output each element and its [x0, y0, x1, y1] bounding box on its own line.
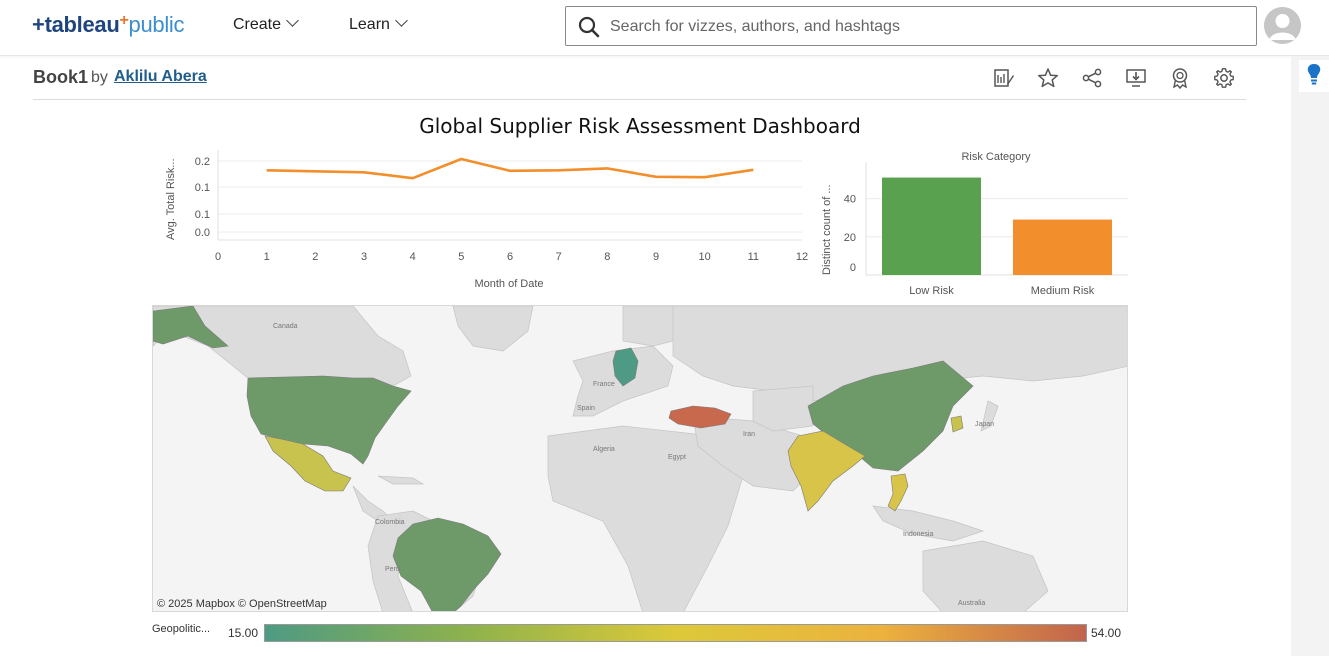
map-label-colombia: Colombia [375, 519, 405, 526]
supplier-risk-map[interactable]: Canada France Spain Algeria Egypt Iran J… [152, 305, 1128, 612]
map-attribution[interactable]: © 2025 Mapbox © OpenStreetMap [157, 598, 327, 610]
map-label-egypt: Egypt [668, 454, 686, 461]
learn-menu[interactable]: Learn [349, 14, 408, 34]
download-icon[interactable] [1125, 67, 1147, 89]
map-label-spain: Spain [577, 405, 595, 412]
line-chart-x-axis-label: Month of Date [474, 278, 543, 290]
search-icon [578, 16, 600, 38]
create-menu-label: Create [233, 16, 282, 33]
line-chart-x-tick-label: 6 [507, 251, 513, 263]
map-label-indonesia: Indonesia [903, 531, 933, 538]
bar-chart-y-axis-label: Distinct count of ... [821, 185, 833, 275]
line-chart-x-tick-label: 2 [312, 251, 318, 263]
gear-icon[interactable] [1213, 67, 1235, 89]
workbook-header: Book1 by Aklilu Abera [33, 58, 1246, 100]
lightbulb-icon[interactable] [1299, 60, 1329, 92]
line-chart-x-tick-label: 5 [458, 251, 464, 263]
country-turkey[interactable] [668, 405, 732, 429]
line-chart-y-tick-label: 0.0 [195, 227, 210, 239]
world-map[interactable]: Canada France Spain Algeria Egypt Iran J… [153, 306, 1128, 612]
country-usa-alaska[interactable] [153, 306, 229, 349]
country-india[interactable] [787, 430, 866, 512]
country-usa[interactable] [246, 375, 412, 465]
map-label-canada: Canada [273, 323, 298, 330]
map-place-labels: Canada France Spain Algeria Egypt Iran J… [273, 323, 994, 607]
line-chart-y-tick-label: 0.1 [195, 209, 210, 221]
color-legend-gradient [264, 624, 1087, 642]
line-chart-x-tick-label: 11 [748, 251, 759, 263]
country-south-korea[interactable] [950, 415, 964, 433]
user-avatar-icon [1264, 7, 1301, 44]
bar-chart-category-label: Low Risk [909, 285, 954, 297]
country-vietnam[interactable] [887, 473, 909, 512]
bar-chart-y-tick-label: 40 [844, 194, 856, 206]
country-brazil[interactable] [392, 517, 502, 612]
legend-max-value: 54.00 [1091, 626, 1122, 640]
line-chart-y-axis-label: Avg. Total Risk... [165, 158, 177, 240]
line-chart-x-tick-label: 12 [796, 251, 808, 263]
country-germany[interactable] [612, 347, 639, 387]
chevron-down-icon [286, 14, 299, 27]
learn-menu-label: Learn [349, 16, 390, 33]
search-bar[interactable] [565, 6, 1257, 46]
line-chart-x-tick-label: 4 [410, 251, 416, 263]
tableau-public-logo[interactable]: +tableau+public [32, 12, 185, 37]
bar-low-risk[interactable] [882, 177, 981, 275]
legend-min-value: 15.00 [228, 626, 259, 640]
legend-title: Geopolitic... [152, 623, 211, 635]
map-label-australia: Australia [958, 600, 985, 607]
dashboard-title: Global Supplier Risk Assessment Dashboar… [419, 114, 861, 138]
bar-chart-y-tick-label: 20 [844, 232, 856, 244]
line-chart-x-tick-label: 0 [215, 251, 221, 263]
line-chart-y-tick-label: 0.2 [195, 156, 210, 168]
author-link[interactable]: Aklilu Abera [114, 68, 207, 85]
map-label-japan: Japan [975, 421, 994, 428]
right-side-panel [1291, 56, 1329, 656]
badge-icon[interactable] [1169, 67, 1191, 89]
line-chart-x-tick-label: 3 [361, 251, 367, 263]
bar-chart-title: Risk Category [961, 151, 1031, 163]
workbook-title: Book1 [33, 67, 89, 87]
bar-chart-y-tick-label: 0 [850, 262, 856, 274]
risk-trend-line-chart[interactable]: 0.20.10.10.0 0 1 2 3 4 5 6 7 8 9 10 11 12 Avg. Total… [152, 140, 812, 300]
star-icon[interactable] [1037, 67, 1059, 89]
user-avatar[interactable] [1264, 7, 1301, 44]
chevron-down-icon [395, 14, 408, 27]
land-masses [153, 306, 1127, 611]
line-chart-x-tick-label: 10 [699, 251, 711, 263]
share-icon[interactable] [1081, 67, 1103, 89]
line-chart-y-tick-label: 0.1 [195, 182, 210, 194]
line-chart-x-tick-label: 7 [556, 251, 562, 263]
create-menu[interactable]: Create [233, 14, 299, 34]
top-navigation: +tableau+public Create Learn [0, 0, 1329, 56]
bar-chart-category-label: Medium Risk [1031, 285, 1095, 297]
map-label-france: France [593, 381, 615, 388]
line-series[interactable] [266, 157, 754, 180]
edit-icon[interactable] [993, 67, 1015, 89]
search-input[interactable] [610, 15, 1230, 39]
map-label-peru: Perú [385, 566, 400, 573]
line-chart-x-tick-label: 8 [604, 251, 610, 263]
map-label-iran: Iran [743, 431, 755, 438]
bar-medium-risk[interactable] [1013, 219, 1112, 275]
by-label: by [91, 69, 108, 86]
map-label-algeria: Algeria [593, 446, 615, 453]
line-chart-x-tick-label: 1 [264, 251, 270, 263]
country-mexico[interactable] [264, 435, 352, 492]
line-chart-x-tick-label: 9 [653, 251, 659, 263]
